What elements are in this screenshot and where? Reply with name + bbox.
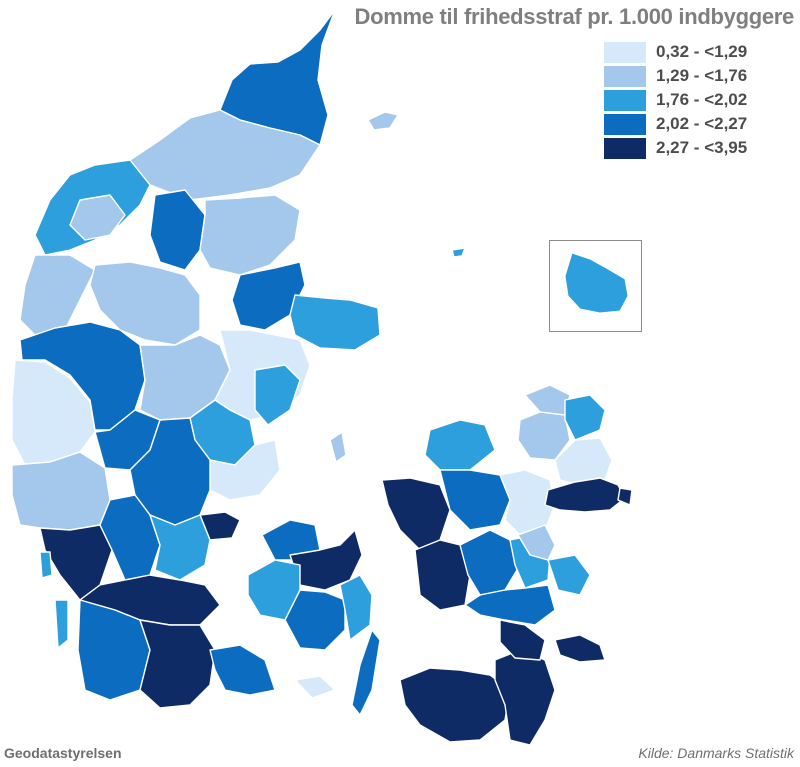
legend-item: 2,02 - <2,27	[604, 112, 747, 136]
region-greve	[517, 524, 556, 561]
legend-swatch	[604, 89, 646, 111]
region-samso	[329, 431, 347, 463]
region-kalundborg	[381, 477, 451, 551]
region-aero	[294, 675, 336, 699]
region-nyborg	[339, 574, 373, 641]
legend-label: 1,29 - <1,76	[656, 66, 748, 85]
region-sonderborg	[209, 644, 276, 696]
legend-item: 2,27 - <3,95	[604, 136, 747, 160]
region-bornholm	[564, 252, 629, 314]
region-copenhagen	[544, 477, 626, 513]
region-fano	[39, 551, 53, 579]
region-laeso	[367, 111, 399, 131]
region-varde	[11, 451, 111, 531]
legend-item: 1,76 - <2,02	[604, 88, 747, 112]
region-mariagerfjord	[199, 194, 301, 276]
region-skanderborg	[254, 364, 301, 426]
region-faaborg	[284, 589, 346, 651]
region-holbaek	[439, 469, 511, 531]
map-title: Domme til frihedsstraf pr. 1.000 indbygg…	[354, 4, 795, 29]
region-slagelse	[414, 539, 471, 611]
region-falster	[494, 649, 556, 746]
region-mors	[69, 194, 126, 241]
region-naestved	[464, 584, 556, 626]
region-vordingborg	[499, 619, 546, 661]
region-viborg	[89, 261, 201, 346]
region-ringsted	[459, 529, 521, 596]
legend: 0,32 - <1,29 1,29 - <1,76 1,76 - <2,02 2…	[604, 40, 747, 160]
region-aabenraa	[139, 619, 216, 709]
region-stevns	[547, 554, 591, 596]
region-hedensted	[209, 439, 281, 501]
bornholm-inset	[549, 240, 642, 332]
region-amager	[617, 487, 633, 506]
region-himmerland	[149, 189, 206, 271]
region-lolland	[399, 667, 511, 743]
legend-item: 1,29 - <1,76	[604, 64, 747, 88]
region-djursland	[289, 294, 381, 351]
legend-label: 2,02 - <2,27	[656, 114, 748, 133]
legend-swatch	[604, 41, 646, 63]
credit: Geodatastyrelsen	[4, 745, 122, 761]
legend-label: 0,32 - <1,29	[656, 42, 748, 61]
source-note: Kilde: Danmarks Statistik	[638, 745, 794, 761]
legend-swatch	[604, 137, 646, 159]
legend-label: 1,76 - <2,02	[656, 90, 748, 109]
region-odense	[289, 529, 363, 591]
legend-label: 2,27 - <3,95	[656, 138, 748, 157]
region-langeland	[351, 629, 381, 716]
region-gribskov	[564, 394, 606, 441]
region-romo	[54, 599, 69, 649]
region-kolding	[149, 514, 211, 581]
region-helsingor	[524, 384, 571, 416]
legend-item: 0,32 - <1,29	[604, 40, 747, 64]
region-odsherred	[424, 419, 496, 471]
region-vendsyssel-west	[129, 109, 321, 201]
legend-swatch	[604, 65, 646, 87]
region-mon	[554, 634, 606, 663]
region-anholt	[451, 247, 466, 258]
region-copenhagen-north	[554, 437, 613, 486]
legend-swatch	[604, 113, 646, 135]
